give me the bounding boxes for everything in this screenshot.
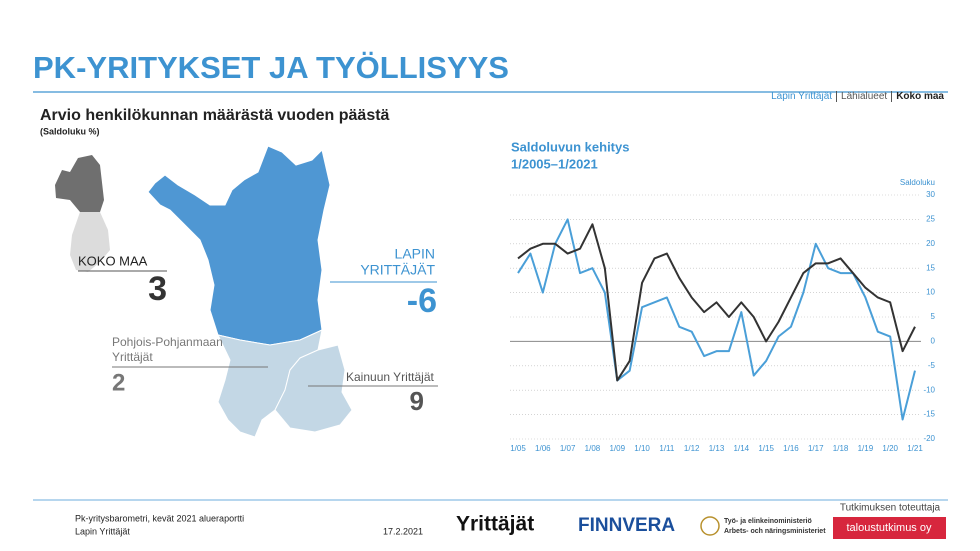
y-tick-label: -10: [923, 385, 935, 394]
map-value: 2: [112, 369, 125, 396]
series-line: [517, 223, 916, 382]
x-tick-label: 1/15: [758, 444, 774, 453]
x-tick-label: 1/10: [634, 444, 650, 453]
x-tick-label: 1/08: [585, 444, 601, 453]
x-tick-label: 1/12: [684, 444, 700, 453]
provider-label: Tutkimuksen toteuttaja: [840, 503, 941, 514]
map-kainuu: [274, 344, 353, 433]
map-label: KOKO MAA: [78, 253, 148, 268]
y-axis-label: Saldoluku: [900, 178, 935, 187]
map-value: 9: [410, 386, 424, 416]
x-tick-label: 1/07: [560, 444, 576, 453]
map-label: Kainuun Yrittäjät: [346, 370, 435, 384]
nav: Lapin Yrittäjät Lähialueet Koko maa: [767, 91, 948, 102]
x-tick-label: 1/13: [709, 444, 725, 453]
subtitle-note: (Saldoluku %): [40, 126, 100, 136]
y-tick-label: 25: [926, 215, 935, 224]
footer-source: Pk-yritysbarometri, kevät 2021 aluerapor…: [75, 513, 244, 523]
nav-item[interactable]: Koko maa: [891, 91, 948, 102]
subtitle: Arvio henkilökunnan määrästä vuoden pääs…: [40, 107, 390, 124]
y-tick-label: -15: [923, 410, 935, 419]
x-tick-label: 1/05: [510, 444, 526, 453]
y-tick-label: 30: [926, 190, 935, 199]
y-tick-label: 15: [926, 263, 935, 272]
x-tick-label: 1/16: [783, 444, 799, 453]
x-tick-label: 1/19: [858, 444, 874, 453]
y-tick-label: 5: [931, 312, 936, 321]
mini-map-north: [55, 155, 104, 212]
chart-title: 1/2005–1/2021: [511, 156, 598, 171]
map-label: LAPIN: [395, 246, 435, 262]
x-tick-label: 1/09: [609, 444, 625, 453]
logo-tem-emblem: [700, 516, 720, 536]
y-tick-label: 0: [931, 337, 936, 346]
map-value: -6: [407, 282, 437, 320]
x-tick-label: 1/11: [659, 444, 675, 453]
y-tick-label: 20: [926, 239, 935, 248]
map-label: YRITTÄJÄT: [360, 262, 435, 278]
series-line: [517, 218, 916, 421]
x-tick-label: 1/18: [833, 444, 849, 453]
map-label: Yrittäjät: [112, 350, 153, 364]
map-label: Pohjois-Pohjanmaan: [112, 335, 223, 349]
nav-item[interactable]: Lapin Yrittäjät: [771, 91, 833, 102]
map-lappi: [147, 145, 331, 346]
x-tick-label: 1/20: [882, 444, 898, 453]
chart-title: Saldoluvun kehitys: [511, 139, 629, 154]
logo-tem: Työ- ja elinkeinoministeriö: [724, 518, 812, 525]
logo-yrittajat: Yrittäjät: [456, 513, 534, 536]
x-tick-label: 1/06: [535, 444, 551, 453]
provider: taloustutkimus oy: [847, 522, 932, 534]
y-tick-label: -5: [928, 361, 936, 370]
mini-map-south: [70, 212, 110, 272]
x-tick-label: 1/17: [808, 444, 824, 453]
nav-item[interactable]: Lähialueet: [836, 91, 892, 102]
slide-title: PK-YRITYKSET JA TYÖLLISYYS: [33, 50, 509, 85]
y-tick-label: 10: [926, 288, 935, 297]
logo-tem: Arbets- och näringsministeriet: [724, 528, 826, 535]
y-tick-label: -20: [923, 434, 935, 443]
footer-date: 17.2.2021: [383, 526, 423, 536]
map-value: 3: [148, 270, 167, 308]
x-tick-label: 1/21: [907, 444, 923, 453]
logo-finnvera: FINNVERA: [578, 515, 675, 536]
x-tick-label: 1/14: [734, 444, 750, 453]
footer-region: Lapin Yrittäjät: [75, 526, 130, 536]
provider-badge: [833, 517, 946, 539]
